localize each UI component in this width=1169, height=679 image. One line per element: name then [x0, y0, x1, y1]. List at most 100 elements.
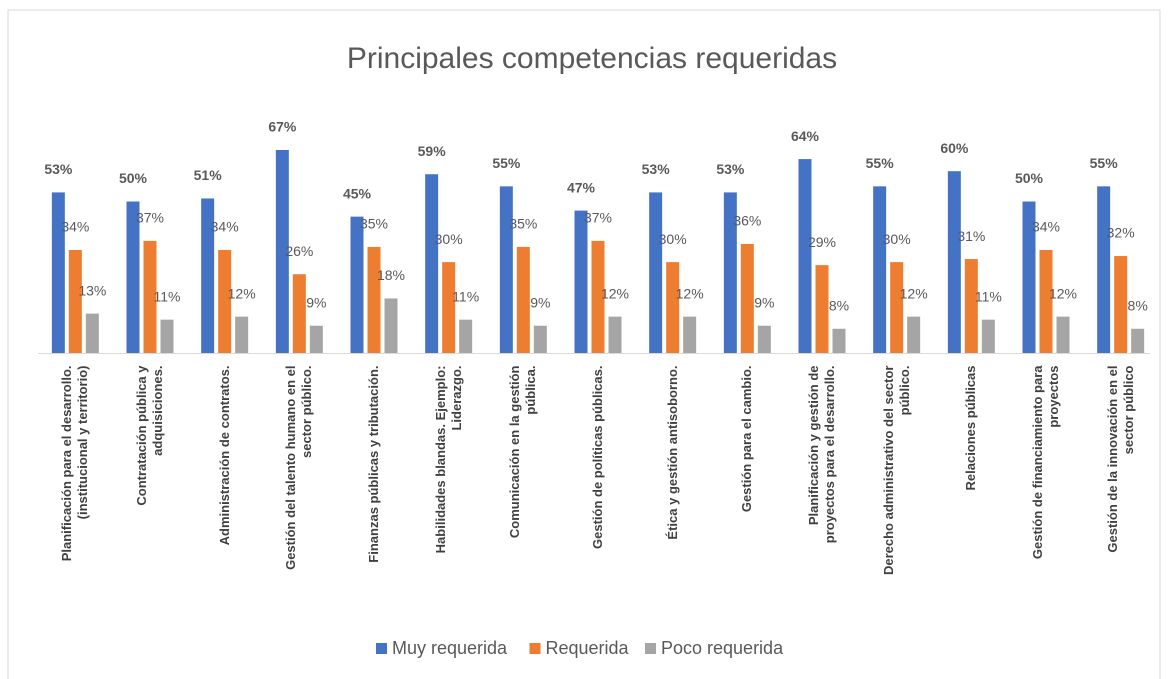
data-label: 26% [285, 243, 313, 259]
x-tick-label: Gestión de la innovación en el sector pú… [1104, 365, 1136, 553]
bar [126, 201, 140, 353]
data-label: 53% [44, 161, 73, 177]
data-label: 37% [136, 210, 164, 226]
data-label: 35% [360, 216, 388, 232]
bar [815, 265, 829, 353]
data-label: 12% [900, 285, 928, 301]
x-tick-label: Planificación y gestión de proyectos par… [806, 365, 837, 544]
bar [873, 186, 887, 353]
x-tick-label: Finanzas públicas y tributación. [366, 365, 381, 563]
bar [499, 186, 513, 353]
x-tick-label: Ética y gestión antisoborno. [664, 365, 680, 540]
data-label: 53% [716, 161, 745, 177]
data-label: 35% [509, 216, 537, 232]
bar [275, 149, 289, 353]
data-label: 50% [119, 170, 148, 186]
data-label: 29% [808, 234, 836, 250]
bar [907, 316, 921, 353]
data-label: 12% [1049, 285, 1077, 301]
bar [740, 243, 754, 353]
data-label: 64% [791, 128, 820, 144]
bar [235, 316, 249, 353]
bar [533, 325, 547, 353]
x-tick-label: Planificación para el desarrollo. (insti… [59, 365, 91, 562]
data-label: 34% [211, 219, 239, 235]
data-label: 55% [866, 155, 895, 171]
bar [890, 262, 904, 353]
data-label: 55% [492, 155, 521, 171]
bar [292, 274, 306, 353]
data-label: 67% [268, 119, 297, 135]
bar [574, 210, 588, 353]
bar [309, 325, 323, 353]
legend-label: Poco requerida [661, 638, 784, 658]
bar [68, 249, 82, 353]
data-label: 11% [975, 288, 1002, 304]
data-label: 60% [940, 140, 969, 156]
bar [591, 240, 605, 353]
x-tick-label: Gestión de políticas públicas. [590, 365, 605, 550]
bar [981, 319, 995, 353]
data-label: 50% [1015, 170, 1044, 186]
bar [757, 325, 771, 353]
data-label: 12% [228, 285, 256, 301]
bar [85, 313, 99, 353]
data-label: 11% [154, 288, 181, 304]
data-label: 11% [452, 288, 479, 304]
bar [666, 262, 680, 353]
data-label: 30% [659, 231, 687, 247]
x-tick-label: Gestión para el cambio. [739, 365, 755, 513]
data-label: 8% [1128, 297, 1148, 313]
bar [51, 192, 65, 353]
data-label: 9% [306, 294, 326, 310]
chart-title: Principales competencias requeridas [347, 42, 837, 75]
bar [143, 240, 157, 353]
x-tick-label: Relaciones públicas [963, 365, 979, 491]
data-label: 12% [676, 285, 704, 301]
data-label: 37% [584, 210, 612, 226]
data-label: 53% [642, 161, 671, 177]
data-label: 47% [567, 179, 596, 195]
data-label: 45% [343, 185, 372, 201]
x-tick-label: Derecho administrativo del sector públic… [880, 365, 912, 576]
bar [964, 259, 978, 353]
data-label: 13% [78, 282, 106, 298]
data-label: 30% [883, 231, 911, 247]
bar [723, 192, 737, 353]
bar [218, 249, 232, 353]
bar [683, 316, 697, 353]
bar [649, 192, 663, 353]
data-label: 12% [601, 285, 629, 301]
bar [1022, 201, 1036, 353]
data-label: 8% [829, 297, 849, 313]
bar [425, 174, 439, 353]
data-label: 9% [530, 294, 550, 310]
data-label: 51% [194, 167, 223, 183]
bar [1039, 249, 1053, 353]
bar [1056, 316, 1070, 353]
x-tick-label: Gestión del talento humano en el sector … [283, 365, 315, 570]
x-tick-label: Administración de contratos. [216, 365, 232, 546]
data-label: 31% [957, 228, 985, 244]
bar [367, 246, 381, 353]
data-label: 34% [1032, 219, 1060, 235]
bar [442, 262, 456, 353]
bar [608, 316, 622, 353]
bar [798, 159, 812, 353]
bar [516, 246, 530, 353]
bar [459, 319, 473, 353]
data-label: 36% [733, 213, 761, 229]
bar [384, 298, 398, 353]
legend-swatch [529, 643, 541, 654]
x-tick-label: Comunicación en la gestión pública. [507, 365, 539, 539]
bar [201, 198, 215, 353]
bar [947, 171, 961, 353]
x-tick-label: Gestión de financiamiento para proyectos [1030, 365, 1061, 560]
data-label: 55% [1090, 155, 1119, 171]
legend-swatch [376, 643, 387, 654]
x-tick-label: Contratación pública y adquisiciones. [134, 365, 165, 506]
data-label: 32% [1107, 225, 1135, 241]
bar [1097, 186, 1111, 353]
